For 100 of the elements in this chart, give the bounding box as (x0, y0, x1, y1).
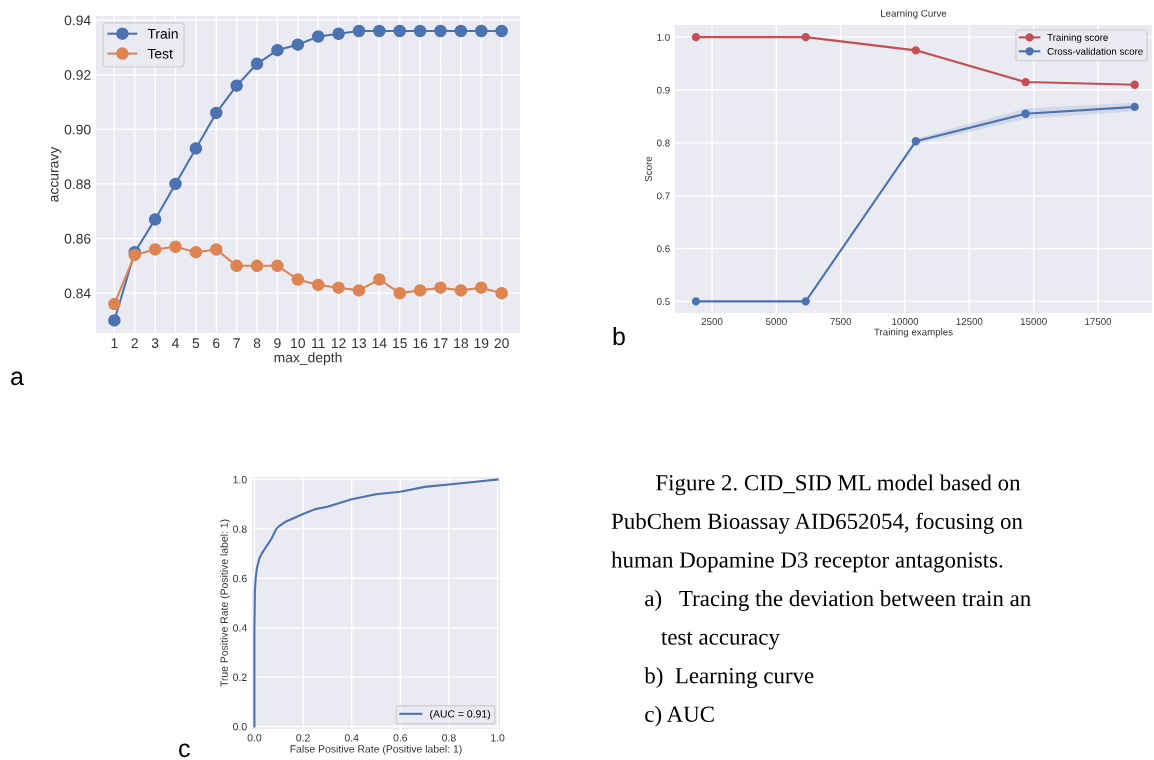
x-tick-label: 3 (151, 338, 159, 349)
x-tick-label: 6 (213, 338, 220, 349)
point (454, 24, 468, 38)
y-tick-label: 1.0 (233, 475, 247, 484)
x-tick-label: 16 (413, 338, 428, 349)
text: human Dopamine D3 receptor antagonists. (611, 551, 1003, 573)
point (434, 24, 447, 38)
x-tick-label: 0.6 (393, 734, 408, 742)
point (393, 286, 406, 300)
point (393, 24, 406, 38)
x-tick-label: 18 (454, 338, 469, 349)
y-tick-label: 0.7 (657, 192, 670, 200)
x-tick-label: 17500 (1085, 318, 1112, 325)
point (332, 27, 345, 40)
text: test accuracy (661, 631, 780, 650)
y-tick-label: 0.8 (657, 139, 670, 147)
legend-label: Training score (1047, 33, 1108, 43)
point (311, 278, 325, 292)
x-tick-label: 4 (171, 338, 179, 348)
point (108, 297, 121, 311)
y-tick-label: 0.0 (233, 723, 247, 731)
x-tick-label: 11 (312, 338, 325, 348)
text: b) Learning curve (644, 667, 814, 689)
y-tick-label: 0.86 (64, 233, 91, 244)
point (454, 284, 468, 297)
point (169, 240, 182, 253)
point (230, 259, 243, 273)
legend-label: Test (147, 48, 173, 59)
y-tick-label: 0.92 (64, 70, 91, 80)
x-tick-label: 15000 (1020, 318, 1047, 325)
y-tick-label: 0.8 (233, 525, 247, 533)
point (210, 106, 223, 120)
point (230, 79, 243, 92)
point (250, 259, 264, 273)
point (1021, 77, 1030, 87)
point (189, 245, 203, 259)
point (1021, 109, 1030, 118)
point (311, 30, 325, 43)
y-tick-label: 1.0 (657, 33, 670, 41)
x-tick-label: 8 (253, 338, 261, 349)
text: a (11, 371, 24, 386)
point (911, 46, 921, 55)
x-tick-label: 5000 (765, 318, 787, 325)
y-tick-label: 0.6 (657, 245, 670, 253)
point (911, 137, 921, 146)
text: a) Tracing the deviation between train an (645, 590, 1031, 611)
x-axis-title: max_depth (274, 352, 342, 366)
point (475, 281, 488, 294)
legend-label: Train (147, 28, 178, 39)
text: c) AUC (645, 705, 714, 727)
text: c (179, 743, 190, 758)
point (189, 142, 203, 155)
x-tick-label: 0.2 (296, 734, 310, 742)
point (1130, 80, 1139, 89)
text: PubChem Bioassay AID652054, focusing on (611, 512, 1023, 534)
point (495, 286, 508, 300)
point (434, 281, 447, 294)
point (148, 243, 162, 256)
point (352, 284, 366, 297)
point (210, 243, 223, 256)
x-tick-label: 5 (192, 338, 200, 349)
chart-title: Learning Curve (881, 9, 947, 19)
x-tick-label: 0.8 (442, 734, 456, 742)
y-tick-label: 0.5 (657, 298, 670, 305)
x-tick-label: 13 (352, 338, 367, 349)
y-axis-title: Score (645, 156, 652, 182)
point (413, 284, 427, 297)
point (108, 314, 121, 327)
x-tick-label: 10 (291, 338, 305, 349)
y-tick-label: 0.2 (233, 673, 247, 681)
caption: Figure 2. CID_SID ML model based on (656, 474, 1021, 496)
y-tick-label: 0.94 (64, 15, 91, 26)
point (801, 32, 810, 42)
x-tick-label: 17 (433, 338, 448, 348)
point (691, 32, 701, 42)
x-tick-label: 9 (274, 338, 281, 349)
legend-label: (AUC = 0.91) (430, 709, 490, 720)
x-tick-label: 0.4 (344, 734, 359, 742)
x-tick-label: 15 (393, 338, 407, 349)
x-tick-label: 7 (233, 338, 240, 348)
legend-label: Cross-validation score (1047, 47, 1143, 55)
y-tick-label: 0.9 (657, 86, 670, 94)
point (169, 177, 182, 191)
x-tick-label: 0.0 (247, 734, 262, 742)
x-axis-title: False Positive Rate (Positive label: 1) (290, 744, 462, 755)
point (691, 297, 701, 306)
point (1130, 102, 1139, 112)
point (495, 24, 508, 38)
y-tick-label: 0.84 (64, 288, 91, 299)
point (475, 24, 488, 38)
point (332, 281, 345, 294)
point (413, 24, 427, 38)
point (801, 297, 810, 306)
y-tick-label: 0.90 (64, 124, 91, 135)
point (291, 273, 305, 286)
x-tick-label: 14 (372, 338, 387, 348)
point (373, 24, 386, 38)
x-tick-label: 2500 (701, 318, 723, 325)
y-tick-label: 0.6 (233, 574, 247, 583)
point (250, 57, 264, 71)
